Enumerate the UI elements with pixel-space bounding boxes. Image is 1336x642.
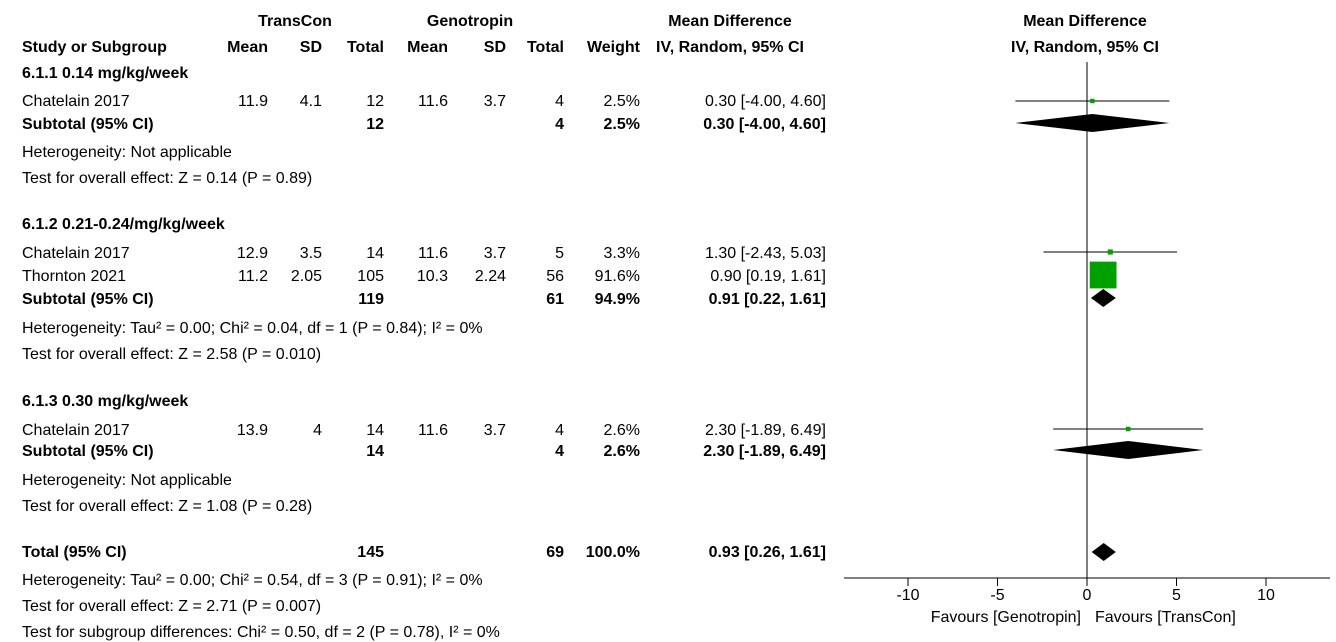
subtotal-diamond [1053, 441, 1204, 459]
study-column-header: Study or Subgroup [22, 39, 167, 56]
favours-right-label: Favours [TransCon] [1095, 609, 1236, 626]
ctl-total: 61 [546, 291, 564, 308]
x-tick-label: 5 [1172, 587, 1181, 604]
heterogeneity-text: Heterogeneity: Not applicable [22, 144, 232, 161]
subtotal-diamond [1015, 114, 1170, 132]
subgroup-differences-text: Test for subgroup differences: Chi² = 0.… [22, 624, 500, 641]
subgroup-title: 6.1.2 0.21-0.24/mg/kg/week [22, 216, 225, 233]
weight-value: 2.5% [603, 93, 640, 110]
ctl-mean-header: Mean [407, 39, 448, 56]
weight-value: 2.5% [603, 116, 640, 133]
subtotal-label: Subtotal (95% CI) [22, 291, 154, 308]
ctl-total: 56 [546, 268, 564, 285]
ci-value: 2.30 [-1.89, 6.49] [703, 443, 826, 460]
ci-value: 0.30 [-4.00, 4.60] [705, 93, 826, 110]
exp-mean-header: Mean [227, 39, 268, 56]
exp-sd-header: SD [299, 39, 322, 56]
plot-title: Mean Difference [1023, 13, 1147, 30]
exp-total: 105 [357, 268, 384, 285]
study-name: Chatelain 2017 [22, 245, 130, 262]
ctl-mean: 10.3 [416, 268, 448, 285]
subtotal-label: Subtotal (95% CI) [22, 116, 154, 133]
total-heterogeneity-text: Heterogeneity: Tau² = 0.00; Chi² = 0.54,… [22, 572, 483, 589]
subtotal-label: Subtotal (95% CI) [22, 443, 154, 460]
overall-effect-text: Test for overall effect: Z = 1.08 (P = 0… [22, 498, 313, 515]
heterogeneity-text: Heterogeneity: Not applicable [22, 472, 232, 489]
ci-value: 0.93 [0.26, 1.61] [708, 544, 826, 561]
ctl-sd: 3.7 [483, 93, 506, 110]
exp-mean: 13.9 [236, 422, 268, 439]
plot-method: IV, Random, 95% CI [1011, 39, 1159, 56]
subgroup-title: 6.1.1 0.14 mg/kg/week [22, 65, 189, 82]
exp-total: 14 [366, 443, 384, 460]
total-label: Total (95% CI) [22, 544, 127, 561]
ctl-total: 69 [546, 544, 564, 561]
exp-total: 12 [366, 116, 384, 133]
weight-value: 91.6% [594, 268, 640, 285]
exp-total-header: Total [346, 39, 384, 56]
weight-value: 3.3% [603, 245, 640, 262]
group-header-genotropin: Genotropin [426, 13, 514, 30]
weight-value: 100.0% [585, 544, 640, 561]
x-tick-label: -5 [990, 587, 1004, 604]
ci-value: 0.90 [0.19, 1.61] [710, 268, 826, 285]
exp-total: 119 [358, 291, 384, 308]
study-point [1125, 426, 1131, 432]
study-name: Thornton 2021 [22, 268, 127, 285]
ctl-total: 4 [555, 93, 564, 110]
ctl-mean: 11.6 [418, 245, 448, 262]
exp-sd: 4 [313, 422, 322, 439]
weight-value: 2.6% [603, 422, 640, 439]
ctl-total: 4 [555, 116, 564, 133]
group-header-transcon: TransCon [258, 13, 332, 30]
ctl-total: 5 [555, 245, 564, 262]
exp-total: 145 [357, 544, 384, 561]
ctl-total: 4 [555, 422, 564, 439]
ci-value: 0.91 [0.22, 1.61] [708, 291, 826, 308]
x-tick-label: 10 [1257, 587, 1275, 604]
overall-effect-text: Test for overall effect: Z = 0.14 (P = 0… [22, 170, 313, 187]
overall-effect-text: Test for overall effect: Z = 2.58 (P = 0… [22, 346, 322, 363]
study-point [1090, 98, 1095, 104]
exp-mean: 12.9 [236, 245, 268, 262]
ctl-mean: 11.6 [418, 93, 448, 110]
overall-diamond [1091, 543, 1116, 561]
study-point [1089, 261, 1117, 289]
ci-value: 0.30 [-4.00, 4.60] [703, 116, 826, 133]
exp-sd: 2.05 [290, 268, 322, 285]
exp-mean: 11.2 [238, 268, 268, 285]
exp-sd: 3.5 [299, 245, 322, 262]
ci-value: 2.30 [-1.89, 6.49] [705, 422, 826, 439]
study-name: Chatelain 2017 [22, 93, 130, 110]
exp-sd: 4.1 [299, 93, 322, 110]
exp-mean: 11.9 [238, 93, 268, 110]
exp-total: 14 [366, 422, 384, 439]
subtotal-diamond [1090, 289, 1116, 307]
ctl-sd: 2.24 [474, 268, 506, 285]
ci-value: 1.30 [-2.43, 5.03] [705, 245, 826, 262]
exp-total: 12 [366, 93, 384, 110]
x-tick-label: 0 [1083, 587, 1092, 604]
method-header: IV, Random, 95% CI [656, 39, 804, 56]
ctl-sd: 3.7 [483, 422, 506, 439]
total-overall-effect-text: Test for overall effect: Z = 2.71 (P = 0… [22, 598, 322, 615]
md-header: Mean Difference [668, 13, 792, 30]
favours-left-label: Favours [Genotropin] [931, 609, 1081, 626]
ctl-mean: 11.6 [418, 422, 448, 439]
subgroup-title: 6.1.3 0.30 mg/kg/week [22, 393, 189, 410]
weight-value: 94.9% [594, 291, 640, 308]
heterogeneity-text: Heterogeneity: Tau² = 0.00; Chi² = 0.04,… [22, 320, 483, 337]
ctl-sd: 3.7 [483, 245, 506, 262]
weight-value: 2.6% [603, 443, 640, 460]
ctl-total-header: Total [526, 39, 564, 56]
study-name: Chatelain 2017 [22, 422, 130, 439]
study-point [1107, 249, 1113, 255]
x-tick-label: -10 [896, 587, 919, 604]
weight-header: Weight [586, 39, 640, 56]
ctl-total: 4 [555, 443, 564, 460]
ctl-sd-header: SD [483, 39, 506, 56]
exp-total: 14 [366, 245, 384, 262]
